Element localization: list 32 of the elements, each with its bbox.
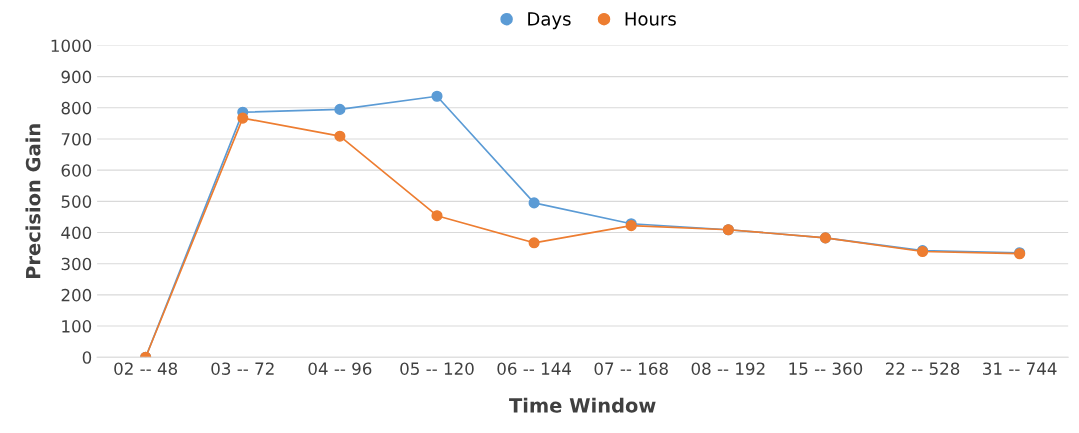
point (237, 112, 249, 124)
x-tick-label: 04 -- 96 (308, 362, 372, 375)
y-tick-label: 0 (82, 351, 92, 364)
point (431, 90, 443, 102)
x-tick-label: 22 -- 528 (885, 362, 960, 375)
y-tick-label: 900 (61, 70, 92, 84)
y-tick-label: 500 (61, 195, 92, 208)
y-tick-label: 200 (61, 288, 92, 302)
y-tick-label: 800 (61, 101, 92, 115)
point (528, 237, 540, 249)
point (334, 103, 346, 115)
y-tick-label: 1000 (51, 39, 92, 53)
x-tick-label: 03 -- 72 (211, 362, 274, 375)
y-tick-label: 700 (61, 132, 92, 146)
y-axis-title: Precision Gain (25, 124, 41, 279)
y-tick-label: 400 (61, 226, 92, 240)
x-tick-label: 06 -- 144 (497, 362, 571, 375)
y-tick-label: 300 (61, 257, 92, 271)
legend-label: Days (528, 12, 571, 30)
point (334, 130, 346, 142)
y-tick-label: 100 (62, 320, 92, 333)
x-tick-label: 31 -- 744 (983, 362, 1057, 375)
x-axis-title: Time Window (509, 397, 656, 413)
x-tick-label: 08 -- 192 (691, 362, 765, 375)
point (431, 210, 443, 222)
y-tick-label: 600 (61, 164, 92, 177)
x-tick-label: 05 -- 120 (400, 362, 474, 375)
x-tick-label: 02 -- 48 (114, 362, 178, 375)
x-tick-label: 07 -- 168 (594, 362, 668, 375)
legend-label: Hours (625, 12, 676, 26)
point (528, 197, 540, 209)
x-tick-label: 15 -- 360 (789, 362, 863, 375)
